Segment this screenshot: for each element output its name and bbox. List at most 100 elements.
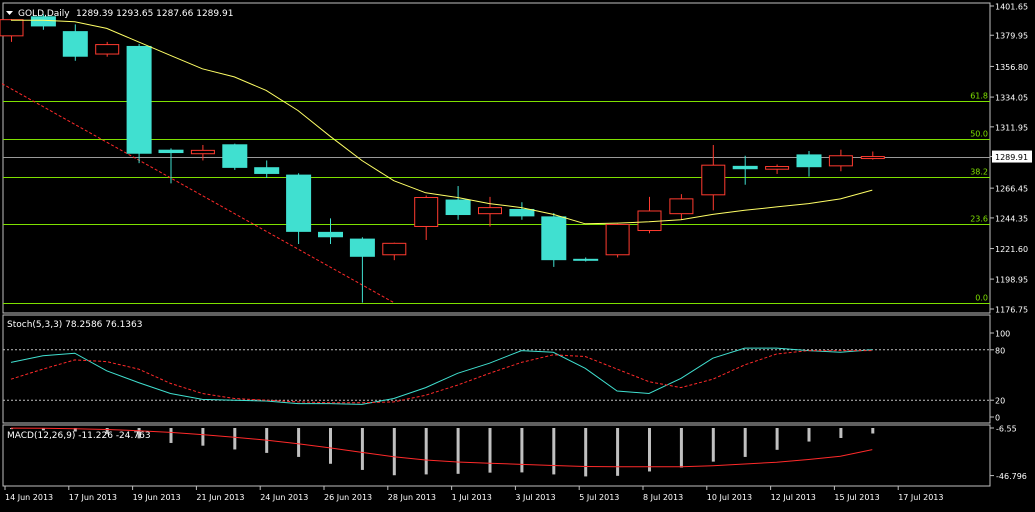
symbol-label: GOLD,Daily <box>18 9 70 19</box>
current-price-badge <box>992 150 1032 163</box>
macd-axis-label: -46.796 <box>996 472 1027 481</box>
candle-body-bull[interactable] <box>605 223 630 256</box>
candle-body-bear[interactable] <box>732 165 758 170</box>
price-axis-label: 1356.80 <box>995 63 1028 72</box>
candle-body-bull[interactable] <box>478 207 502 215</box>
macd-histogram-bar[interactable] <box>169 428 173 443</box>
candle-body-bull[interactable] <box>765 166 790 170</box>
trend-line <box>1 83 395 304</box>
candle-body-bull[interactable] <box>0 19 24 37</box>
candle-body-bull[interactable] <box>414 197 439 227</box>
axes: 1401.65 1379.95 1356.80 1334.05 1311.95 1289.… <box>4 3 1032 502</box>
candle-body-bear[interactable] <box>286 174 312 232</box>
macd-histogram-bar[interactable] <box>105 428 109 434</box>
price-panel[interactable]: 61.8 50.0 38.2 23.6 0.0 <box>0 14 990 304</box>
macd-panel[interactable] <box>10 427 875 477</box>
candle-body-bear[interactable] <box>254 167 280 174</box>
price-axis-label: 1311.95 <box>995 123 1028 132</box>
candle-body-bull[interactable] <box>669 198 694 215</box>
date-axis-label: 10 Jul 2013 <box>707 493 752 502</box>
stoch-axis-label: 20 <box>995 397 1005 406</box>
macd-histogram-bar[interactable] <box>424 428 428 475</box>
macd-histogram-bar[interactable] <box>616 428 620 476</box>
date-axis-label: 17 Jun 2013 <box>69 493 117 502</box>
candle-body-bear[interactable] <box>796 154 822 168</box>
macd-label: MACD(12,26,9) -11.226 -24.763 <box>7 431 151 441</box>
panel-frame <box>2 424 991 487</box>
date-axis-label: 15 Jul 2013 <box>834 493 879 502</box>
price-axis-label: 1266.45 <box>995 185 1028 194</box>
stoch-axis-label: 0 <box>995 414 1000 423</box>
price-axis-label: 1176.75 <box>995 306 1028 315</box>
macd-histogram-bar[interactable] <box>201 428 205 446</box>
macd-histogram-bar[interactable] <box>360 428 364 470</box>
date-axis-label: 21 Jun 2013 <box>196 493 244 502</box>
macd-histogram-bar[interactable] <box>297 428 301 457</box>
price-axis-label: 1244.35 <box>995 214 1028 223</box>
macd-histogram-bar[interactable] <box>839 428 843 438</box>
candle-body-bull[interactable] <box>828 155 853 167</box>
candle-body-bear[interactable] <box>318 231 343 238</box>
price-axis-label: 1379.95 <box>995 32 1028 41</box>
macd-histogram-bar[interactable] <box>488 428 492 473</box>
candle-body-bear[interactable] <box>349 238 375 257</box>
macd-histogram-bar[interactable] <box>233 428 237 450</box>
macd-histogram-bar[interactable] <box>329 428 332 464</box>
candle-body-bear[interactable] <box>222 144 248 168</box>
date-axis-label: 24 Jun 2013 <box>260 493 308 502</box>
stoch-label: Stoch(5,3,3) 78.2586 76.1363 <box>7 320 142 330</box>
candle-body-bear[interactable] <box>158 149 184 154</box>
macd-histogram-bar[interactable] <box>41 428 45 431</box>
moving-average-line <box>11 19 873 225</box>
date-axis-label: 8 Jul 2013 <box>643 493 683 502</box>
macd-histogram-bar[interactable] <box>392 428 396 476</box>
macd-histogram-bar[interactable] <box>520 428 524 473</box>
fib-level-label: 38.2 <box>970 168 988 177</box>
price-axis-label: 1221.60 <box>995 245 1028 254</box>
candle-body-bear[interactable] <box>509 208 535 217</box>
stoch-axis-label: 100 <box>995 330 1010 339</box>
macd-axis-label: -6.55 <box>996 425 1017 434</box>
macd-histogram-bar[interactable] <box>456 428 460 474</box>
date-axis-label: 19 Jun 2013 <box>133 493 181 502</box>
candle-body-bull[interactable] <box>382 242 407 256</box>
date-axis-label: 1 Jul 2013 <box>452 493 492 502</box>
fib-level-label: 23.6 <box>970 215 988 224</box>
candle-body-bear[interactable] <box>541 216 567 261</box>
candle-body-bull[interactable] <box>701 164 726 196</box>
ohlc-label: 1289.39 1293.65 1287.66 1289.91 <box>76 9 233 19</box>
price-axis-label: 1401.65 <box>995 3 1028 12</box>
macd-histogram-bar[interactable] <box>711 428 715 462</box>
candle-body-bull[interactable] <box>95 44 120 55</box>
candle-body-bear[interactable] <box>445 199 471 216</box>
current-price-label: 1289.91 <box>995 153 1028 162</box>
macd-histogram-bar[interactable] <box>584 428 588 477</box>
chart-menu-triangle-icon[interactable] <box>6 11 13 15</box>
price-axis-label: 1198.95 <box>995 276 1028 285</box>
macd-histogram-bar[interactable] <box>648 428 651 472</box>
macd-histogram-bar[interactable] <box>679 428 683 468</box>
candle-body-bull[interactable] <box>190 149 215 155</box>
candle-body-bull[interactable] <box>860 156 885 160</box>
macd-histogram-bar[interactable] <box>807 428 811 442</box>
candle-body-bear[interactable] <box>30 16 56 27</box>
candle-body-bear[interactable] <box>573 258 599 261</box>
macd-histogram-bar[interactable] <box>775 428 779 450</box>
macd-histogram-bar[interactable] <box>137 428 141 439</box>
macd-histogram-bar[interactable] <box>552 428 556 475</box>
date-axis-label: 12 Jul 2013 <box>771 493 816 502</box>
stoch-panel[interactable] <box>3 347 990 405</box>
date-axis-label: 26 Jun 2013 <box>324 493 372 502</box>
stoch-signal-line <box>10 350 873 404</box>
macd-histogram-bar[interactable] <box>743 428 747 457</box>
fib-level-label: 61.8 <box>970 92 988 101</box>
price-axis-label: 1334.05 <box>995 94 1028 103</box>
macd-histogram-bar[interactable] <box>871 428 875 434</box>
date-axis-label: 14 Jun 2013 <box>5 493 53 502</box>
candle-body-bear[interactable] <box>126 45 152 154</box>
candle-body-bear[interactable] <box>62 31 88 57</box>
macd-histogram-bar[interactable] <box>73 428 77 432</box>
stoch-axis-label: 80 <box>995 346 1005 355</box>
